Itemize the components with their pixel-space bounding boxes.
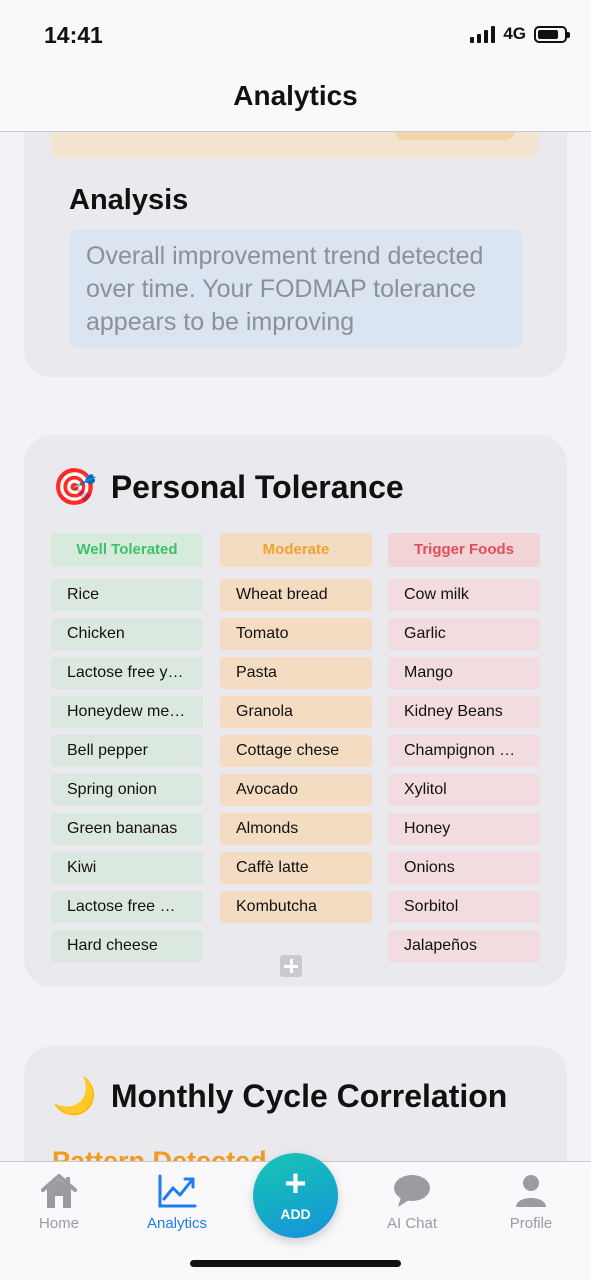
tab-ai-chat-label: AI Chat <box>386 1215 438 1232</box>
analysis-title: Analysis <box>69 184 189 216</box>
food-item[interactable]: Lactose free yog... <box>51 657 203 689</box>
chat-bubble-icon <box>357 1170 467 1212</box>
food-item[interactable]: Tomato <box>220 618 372 650</box>
add-button-label: ADD <box>280 1206 311 1222</box>
food-item[interactable]: Garlic <box>388 618 540 650</box>
signal-icon <box>470 25 496 43</box>
tab-profile-label: Profile <box>509 1215 553 1232</box>
food-item[interactable]: Xylitol <box>388 774 540 806</box>
food-item[interactable]: Kidney Beans <box>388 696 540 728</box>
food-item[interactable]: Spring onion <box>51 774 203 806</box>
food-item[interactable]: Caffè latte <box>220 852 372 884</box>
food-item[interactable]: Green bananas <box>51 813 203 845</box>
add-food-icon[interactable] <box>280 955 302 977</box>
battery-icon <box>534 25 570 43</box>
food-item[interactable]: Lactose free milk <box>51 891 203 923</box>
food-item[interactable]: Kiwi <box>51 852 203 884</box>
food-item[interactable]: Granola <box>220 696 372 728</box>
food-item[interactable]: Rice <box>51 579 203 611</box>
trigger-foods-column: Trigger Foods Cow milk Garlic Mango Kidney … <box>388 533 540 969</box>
person-icon <box>476 1170 586 1212</box>
food-item[interactable]: Onions <box>388 852 540 884</box>
tab-home-label: Home <box>38 1215 79 1232</box>
tolerance-title: 🎯 Personal Tolerance <box>52 467 404 507</box>
food-item[interactable]: Sorbitol <box>388 891 540 923</box>
moon-icon: 🌙 <box>52 1075 97 1116</box>
tab-home[interactable]: Home <box>4 1170 114 1232</box>
home-icon <box>4 1170 114 1212</box>
status-time: 14:41 <box>44 22 103 48</box>
add-button[interactable]: + ADD <box>253 1153 338 1238</box>
food-item[interactable]: Cottage chese <box>220 735 372 767</box>
cycle-title-text: Monthly Cycle Correlation <box>110 1077 508 1114</box>
food-item[interactable]: Honeydew melon <box>51 696 203 728</box>
tab-profile[interactable]: Profile <box>476 1170 586 1232</box>
tab-analytics-label: Analytics <box>146 1215 208 1232</box>
analysis-text: Overall improvement trend detected over … <box>69 230 523 348</box>
tab-ai-chat[interactable]: AI Chat <box>357 1170 467 1232</box>
tolerance-title-text: Personal Tolerance <box>110 468 404 505</box>
food-item[interactable]: Cow milk <box>388 579 540 611</box>
moderate-header: Moderate <box>220 533 372 567</box>
tab-analytics[interactable]: Analytics <box>122 1170 232 1232</box>
personal-tolerance-card: 🎯 Personal Tolerance Well Tolerated Rice… <box>24 435 567 987</box>
food-item[interactable]: Almonds <box>220 813 372 845</box>
food-item[interactable]: Honey <box>388 813 540 845</box>
food-item[interactable]: Chicken <box>51 618 203 650</box>
food-item[interactable]: Mango <box>388 657 540 689</box>
status-indicators: 4G <box>470 24 570 44</box>
food-item[interactable]: Pasta <box>220 657 372 689</box>
home-indicator <box>190 1260 401 1267</box>
analysis-card: Analysis Overall improvement trend detec… <box>24 100 567 377</box>
cycle-title: 🌙 Monthly Cycle Correlation <box>52 1076 507 1116</box>
food-item[interactable]: Kombutcha <box>220 891 372 923</box>
food-item[interactable]: Bell pepper <box>51 735 203 767</box>
well-tolerated-column: Well Tolerated Rice Chicken Lactose free y… <box>51 533 203 969</box>
moderate-column: Moderate Wheat bread Tomato Pasta Granola Co… <box>220 533 372 930</box>
top-bar: 14:41 4G Analytics <box>0 0 591 132</box>
food-item[interactable]: Champignon mu... <box>388 735 540 767</box>
food-item[interactable]: Avocado <box>220 774 372 806</box>
well-tolerated-header: Well Tolerated <box>51 533 203 567</box>
food-item[interactable]: Jalapeños <box>388 930 540 962</box>
page-title: Analytics <box>233 80 358 111</box>
network-type: 4G <box>503 24 526 43</box>
plus-icon: + <box>284 1163 307 1205</box>
trigger-foods-header: Trigger Foods <box>388 533 540 567</box>
food-item[interactable]: Hard cheese <box>51 930 203 962</box>
target-icon: 🎯 <box>52 466 97 507</box>
chart-icon <box>122 1170 232 1212</box>
food-item[interactable]: Wheat bread <box>220 579 372 611</box>
